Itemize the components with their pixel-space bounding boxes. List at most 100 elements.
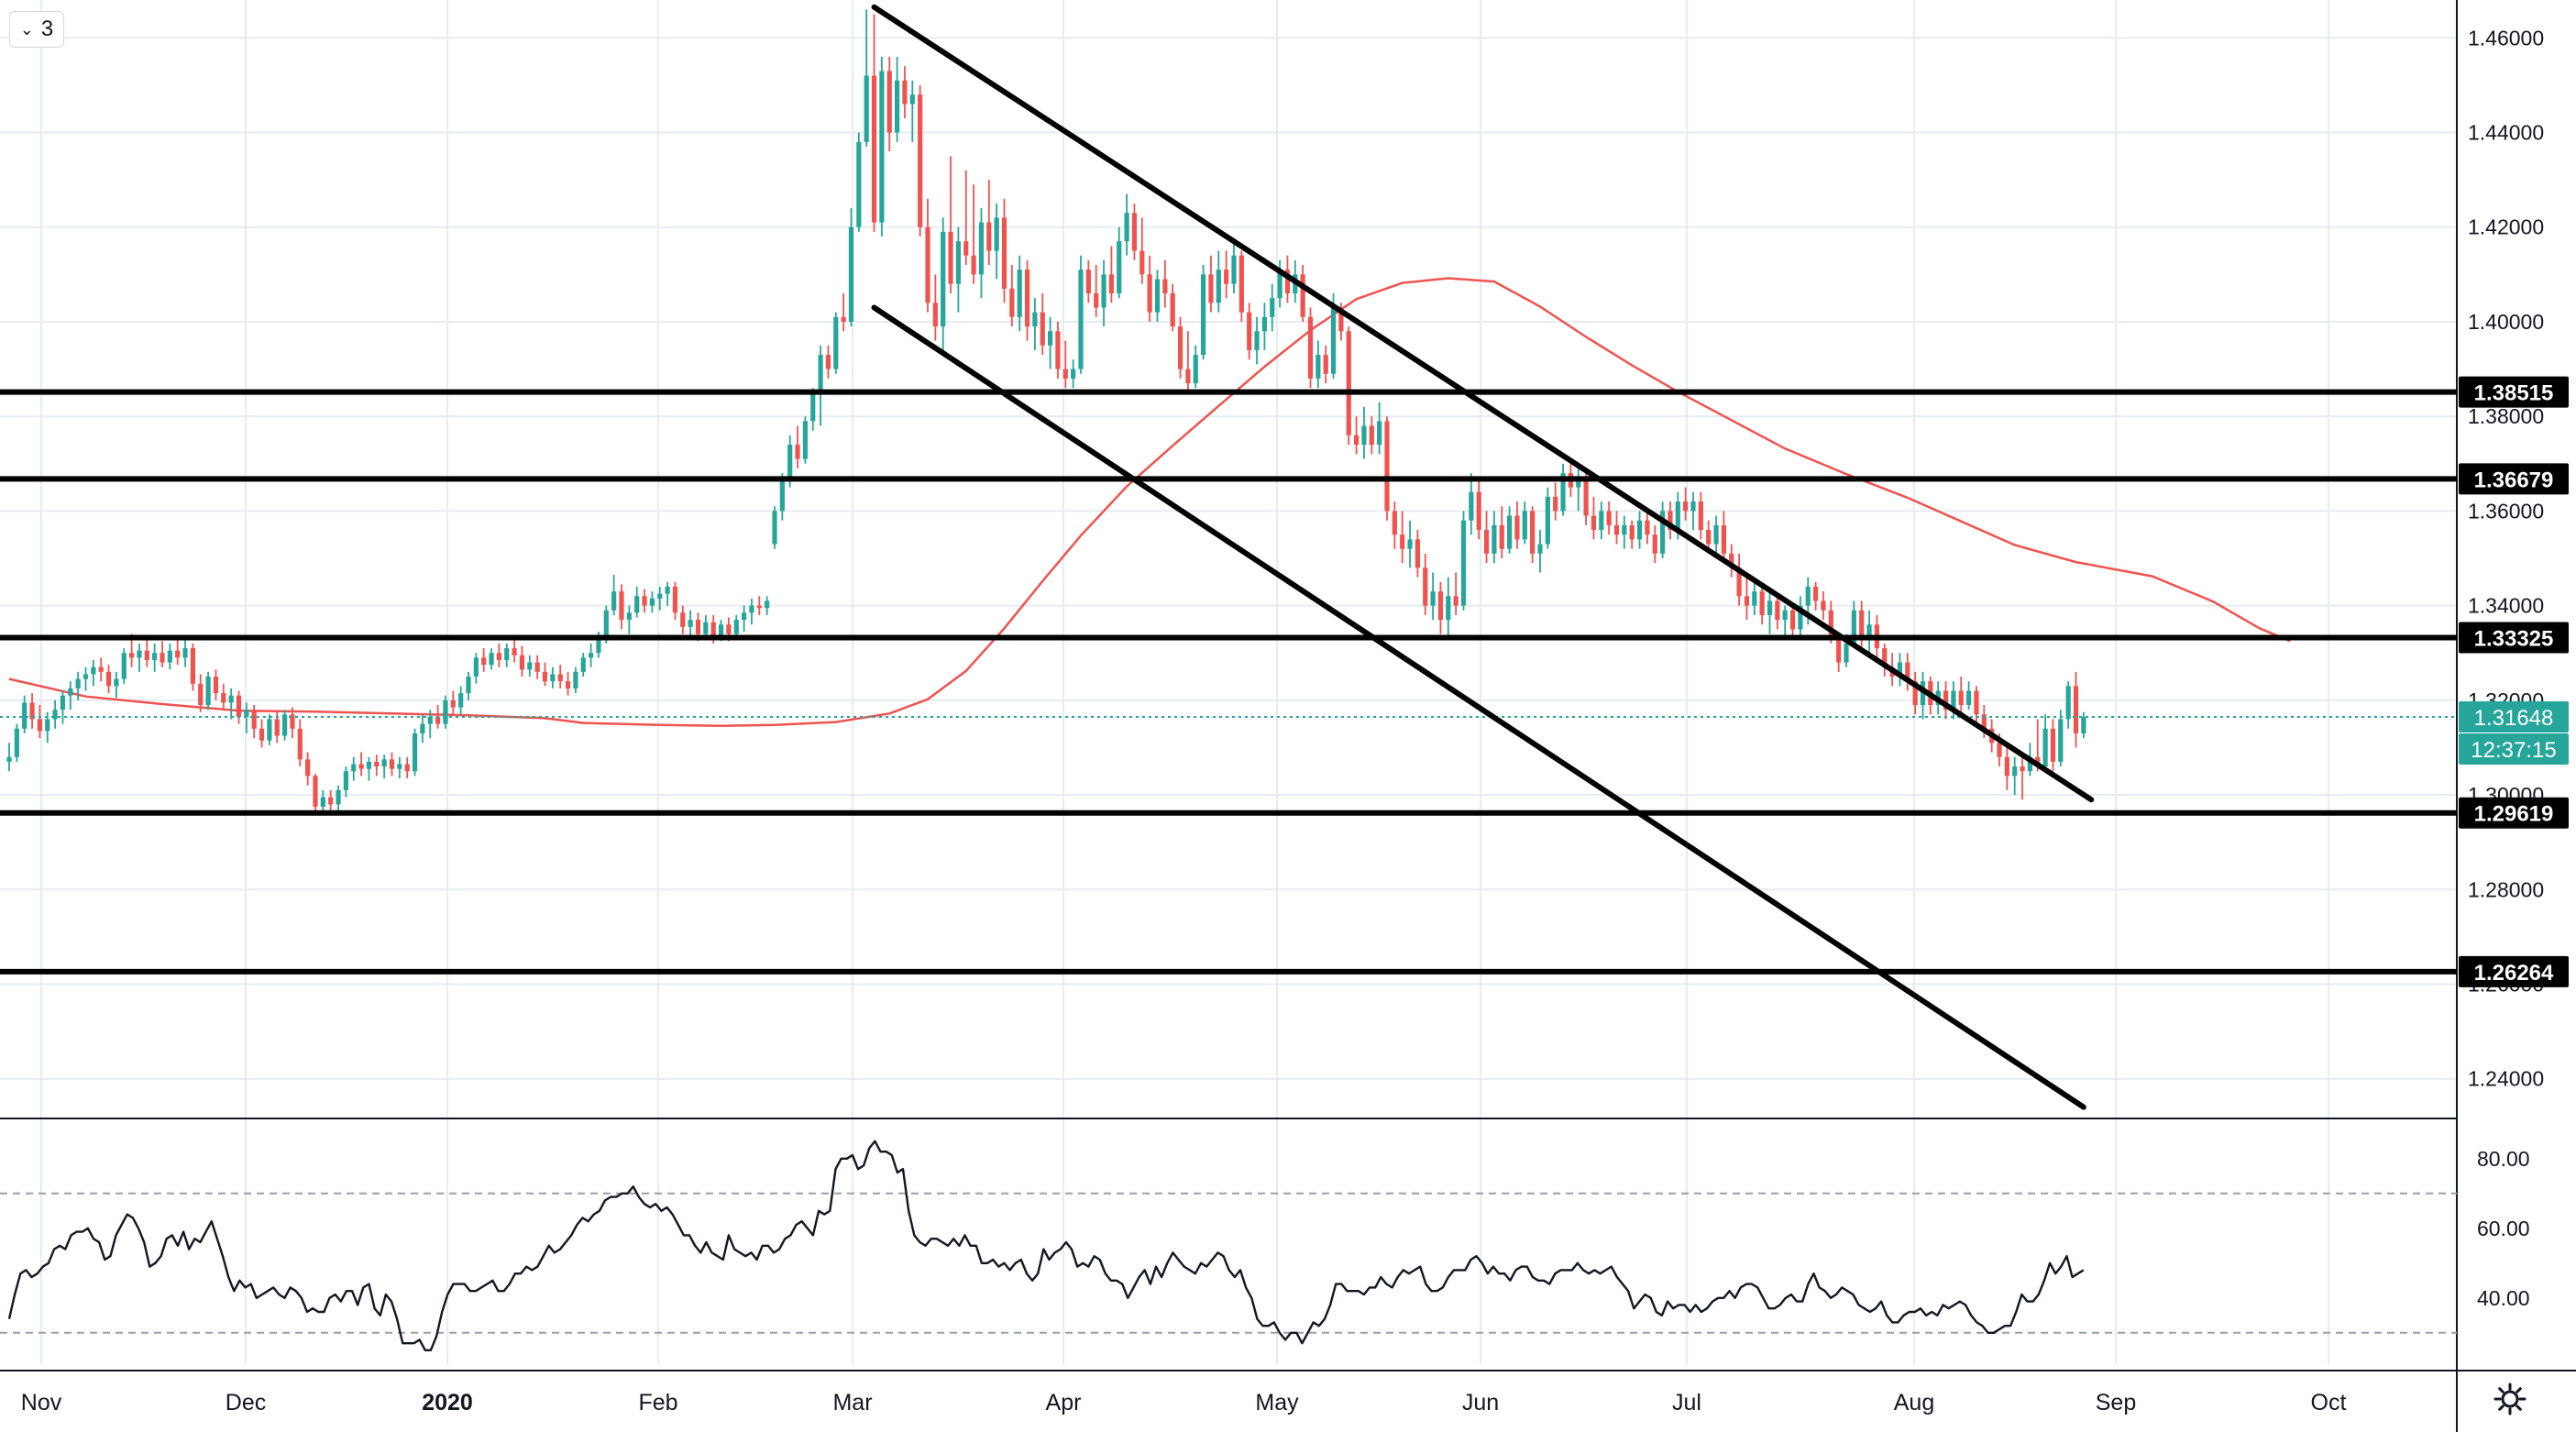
candle xyxy=(818,345,823,426)
candle-body xyxy=(443,699,448,724)
candle-body xyxy=(772,511,777,545)
time-tick-label: Aug xyxy=(1894,1390,1934,1415)
level-label-text: 1.33325 xyxy=(2474,626,2554,651)
candle-body xyxy=(397,764,402,769)
candle-body xyxy=(420,723,425,733)
candle-body xyxy=(1805,586,1811,606)
candle xyxy=(458,686,464,715)
candle xyxy=(52,699,58,729)
candle xyxy=(198,674,204,712)
candle-body xyxy=(1154,279,1161,313)
candle-body xyxy=(1261,316,1267,332)
candle-body xyxy=(351,764,357,772)
candle-body xyxy=(504,648,510,660)
candle xyxy=(626,605,632,634)
candle xyxy=(1238,250,1244,322)
candle xyxy=(114,671,119,699)
candle xyxy=(328,789,334,812)
candle-body xyxy=(1177,326,1183,369)
candle-body xyxy=(68,688,73,696)
candle xyxy=(213,669,219,700)
candle xyxy=(1346,326,1351,446)
candle-body xyxy=(1469,491,1474,521)
level-label-text: 1.29619 xyxy=(2474,802,2554,827)
interval-selector[interactable]: ⌄ 3 xyxy=(9,11,64,48)
candle xyxy=(1170,283,1175,332)
candle xyxy=(190,643,195,691)
candle-body xyxy=(1316,355,1321,379)
countdown-label: 12:37:15 xyxy=(2459,733,2569,765)
candle xyxy=(1361,406,1367,459)
candle xyxy=(742,605,747,632)
candle-body xyxy=(381,759,387,767)
candle xyxy=(1369,416,1374,455)
candle-body xyxy=(589,653,594,658)
candle xyxy=(941,217,946,356)
candle-body xyxy=(1859,610,1865,639)
candle xyxy=(978,208,985,299)
candle-body xyxy=(98,666,104,672)
candle xyxy=(427,710,433,739)
candle-body xyxy=(2073,686,2079,733)
time-tick-label: Mar xyxy=(832,1390,872,1415)
candle xyxy=(1131,203,1138,260)
countdown-text: 12:37:15 xyxy=(2471,738,2556,763)
candle-body xyxy=(626,612,632,621)
candle-body xyxy=(45,719,50,732)
candle-body xyxy=(404,764,410,772)
candle xyxy=(886,56,892,152)
candle-body xyxy=(1277,270,1282,299)
candle xyxy=(1085,259,1091,303)
settings-gear-icon[interactable] xyxy=(2492,1381,2528,1417)
candle-body xyxy=(1017,270,1022,317)
candle xyxy=(1744,577,1750,621)
candle xyxy=(825,345,831,379)
current-price-text: 1.31648 xyxy=(2474,706,2554,731)
candle xyxy=(236,690,242,724)
candle xyxy=(756,596,762,615)
candle-body xyxy=(129,653,135,658)
candle xyxy=(2050,719,2056,772)
candle xyxy=(1247,303,1252,360)
candle xyxy=(1055,321,1061,379)
candle-body xyxy=(297,728,303,760)
candle xyxy=(1943,681,1949,720)
level-label-text: 1.38515 xyxy=(2474,381,2554,406)
candle xyxy=(573,666,578,694)
price-tick-label: 1.42000 xyxy=(2468,215,2544,239)
candlestick-layer xyxy=(6,9,2086,814)
price-labels-layer: 1.38515 1.36679 1.33325 1.29619 1.26264 1.316… xyxy=(2459,376,2569,987)
candle xyxy=(504,643,510,667)
candle xyxy=(1690,491,1696,531)
candle xyxy=(1415,530,1420,578)
candle-body xyxy=(573,671,578,688)
candle-body xyxy=(1453,596,1459,606)
candle-body xyxy=(481,657,487,666)
candle-body xyxy=(527,662,533,670)
candle xyxy=(1071,359,1076,389)
oscillator-layer xyxy=(0,1140,2457,1352)
candle-body xyxy=(1759,591,1765,615)
candle xyxy=(589,643,594,667)
candle-body xyxy=(213,677,219,694)
candle xyxy=(2004,747,2009,790)
candle-body xyxy=(1437,591,1444,621)
candle xyxy=(1270,283,1275,332)
candle-body xyxy=(14,728,19,757)
candle xyxy=(336,785,341,812)
candle-body xyxy=(948,231,953,284)
candle-body xyxy=(366,761,372,769)
candle-body xyxy=(1981,714,1987,729)
candle-body xyxy=(320,797,325,807)
candle xyxy=(2058,710,2064,767)
level-label-bg xyxy=(2459,376,2569,408)
candle xyxy=(1736,553,1742,606)
candle-body xyxy=(1660,511,1666,554)
candle-body xyxy=(986,222,992,251)
candle-body xyxy=(1492,524,1497,554)
candle-body xyxy=(1866,624,1872,639)
candle-body xyxy=(1958,690,1964,705)
candle xyxy=(1048,316,1053,369)
level-label-bg xyxy=(2459,797,2569,829)
